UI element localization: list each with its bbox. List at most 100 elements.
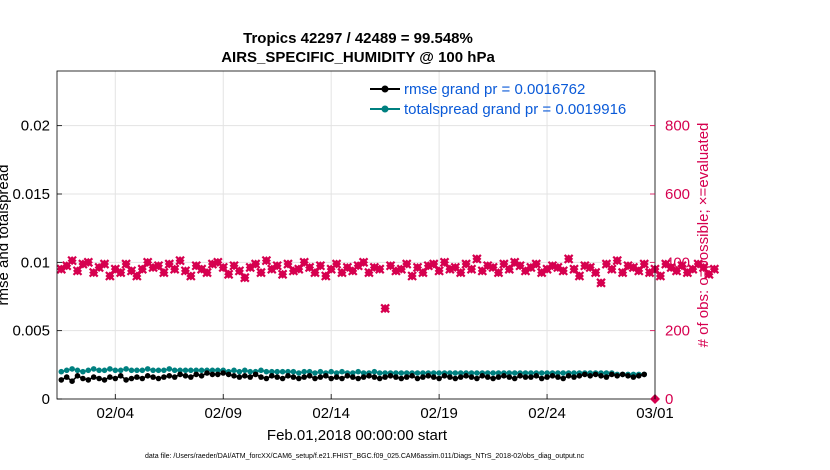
spread-point: [269, 368, 275, 375]
rmse-point: [101, 377, 108, 383]
rmse-point: [63, 374, 70, 380]
rmse-point: [117, 373, 124, 379]
spread-point: [107, 366, 113, 372]
spread-point: [290, 368, 297, 375]
obs-count-point: [709, 264, 720, 274]
obs-count-point: [202, 267, 212, 278]
obs-diamond-marker: [531, 259, 541, 269]
obs-diamond-marker: [332, 259, 342, 269]
legend-rmse-label: rmse grand pr = 0.0016762: [404, 81, 585, 98]
spread-point: [436, 370, 442, 376]
obs-diamond-marker: [251, 259, 261, 269]
spread-point: [63, 367, 70, 374]
rmse-point: [85, 377, 92, 383]
rmse-point: [425, 373, 432, 379]
rmse-point: [409, 373, 415, 379]
rmse-point: [522, 374, 529, 380]
rmse-point: [452, 375, 459, 382]
obs-count-point: [83, 257, 94, 268]
rmse-point: [80, 375, 86, 382]
spread-point: [263, 368, 270, 375]
obs-diamond-marker: [434, 266, 444, 276]
obs-diamond-marker: [655, 271, 665, 281]
rmse-point: [123, 377, 129, 383]
rmse-point: [544, 374, 550, 380]
obs-count-point: [261, 255, 272, 266]
spread-point: [193, 367, 199, 374]
rmse-point: [328, 375, 335, 382]
rmse-point: [447, 374, 453, 380]
rmse-point: [107, 374, 113, 380]
rmse-point: [468, 374, 475, 380]
rmse-point: [312, 375, 318, 382]
obs-count-point: [563, 254, 574, 264]
obs-diamond-marker: [116, 268, 126, 278]
right-tick-label: 0: [665, 391, 673, 408]
spread-point: [603, 370, 610, 376]
rmse-point: [177, 371, 183, 378]
rmse-point: [403, 374, 410, 380]
rmse-point: [171, 374, 178, 380]
spread-point: [339, 368, 345, 375]
rmse-point: [555, 374, 561, 380]
obs-diamond-marker: [407, 271, 417, 281]
obs-count-point: [574, 271, 585, 281]
obs-diamond-marker: [564, 254, 574, 264]
obs-diamond-marker: [596, 278, 606, 288]
rmse-point: [538, 375, 545, 382]
spread-point: [96, 367, 102, 374]
right-tick-label: 800: [665, 118, 690, 135]
obs-count-point: [655, 271, 666, 281]
rmse-point: [479, 373, 486, 379]
rmse-point: [150, 374, 156, 380]
obs-diamond-marker: [240, 273, 250, 283]
rmse-point: [290, 374, 297, 380]
x-axis-label: Feb.01,2018 00:00:00 start: [267, 427, 448, 444]
rmse-point: [360, 374, 367, 380]
rmse-point: [398, 375, 405, 382]
spread-point: [555, 370, 561, 376]
obs-diamond-marker: [359, 257, 369, 267]
spread-point: [285, 368, 291, 375]
obs-diamond-marker: [493, 268, 503, 278]
rmse-point: [317, 374, 324, 380]
x-tick-label: 02/14: [312, 405, 350, 422]
obs-count-point: [250, 259, 261, 269]
rmse-point: [209, 371, 216, 378]
spread-point: [350, 370, 356, 376]
plot-area: [57, 71, 655, 399]
rmse-point: [609, 371, 615, 378]
spread-point: [215, 367, 221, 374]
left-tick-label: 0.01: [21, 254, 50, 271]
legend-rmse-marker: [381, 85, 389, 93]
obs-count-point: [99, 259, 110, 269]
rmse-point: [161, 374, 167, 380]
rmse-point: [587, 373, 593, 379]
spread-point: [139, 367, 146, 374]
rmse-point: [182, 373, 189, 379]
obs-count-point: [407, 271, 417, 281]
obs-diamond-marker: [224, 269, 234, 279]
obs-count-point: [374, 264, 385, 274]
obs-count-point: [240, 272, 250, 283]
spread-point: [161, 367, 167, 374]
obs-count-point: [67, 255, 77, 266]
obs-diamond-marker: [472, 254, 482, 264]
obs-count-point: [531, 259, 542, 269]
obs-count-point: [455, 267, 466, 278]
rmse-point: [371, 374, 378, 380]
rmse-point: [339, 375, 345, 382]
rmse-point: [263, 375, 270, 382]
rmse-point: [231, 373, 237, 379]
rmse-point: [225, 371, 232, 378]
rmse-point: [463, 373, 469, 379]
rmse-point: [112, 375, 119, 382]
spread-point: [74, 367, 81, 374]
rmse-point: [619, 371, 626, 378]
obs-count-point: [401, 259, 412, 269]
obs-count-point: [175, 255, 185, 266]
obs-diamond-marker: [83, 257, 93, 267]
rmse-point: [139, 375, 146, 382]
obs-count-point: [472, 254, 482, 264]
x-tick-label: 02/24: [528, 405, 566, 422]
